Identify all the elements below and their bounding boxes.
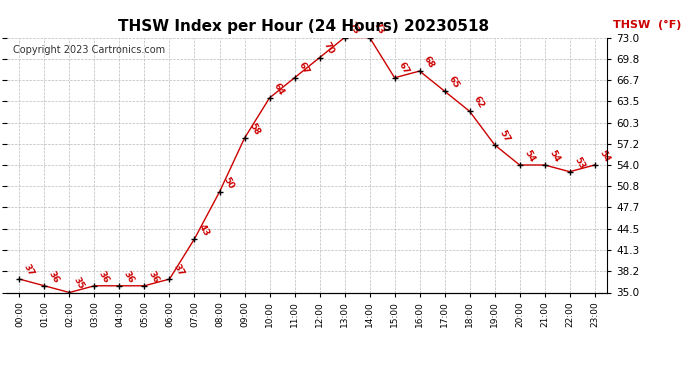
- Text: 67: 67: [397, 61, 411, 76]
- Text: 62: 62: [472, 94, 486, 110]
- Text: 64: 64: [272, 81, 286, 96]
- Text: THSW  (°F): THSW (°F): [613, 20, 682, 30]
- Text: 53: 53: [572, 155, 586, 170]
- Text: 36: 36: [47, 269, 61, 285]
- Text: 68: 68: [422, 54, 436, 70]
- Text: 73: 73: [372, 21, 386, 36]
- Text: 50: 50: [222, 175, 236, 190]
- Text: 35: 35: [72, 276, 86, 291]
- Text: 36: 36: [122, 269, 136, 285]
- Text: 54: 54: [522, 148, 536, 164]
- Text: 65: 65: [447, 75, 461, 90]
- Text: 36: 36: [97, 269, 111, 285]
- Text: 58: 58: [247, 122, 261, 137]
- Text: Copyright 2023 Cartronics.com: Copyright 2023 Cartronics.com: [13, 45, 165, 55]
- Text: THSW Index per Hour (24 Hours) 20230518: THSW Index per Hour (24 Hours) 20230518: [118, 19, 489, 34]
- Text: 70: 70: [322, 41, 336, 56]
- Text: 57: 57: [497, 128, 511, 144]
- Text: 43: 43: [197, 222, 211, 237]
- Text: 36: 36: [147, 269, 161, 285]
- Text: 37: 37: [22, 262, 36, 278]
- Text: 54: 54: [547, 148, 561, 164]
- Text: 73: 73: [347, 21, 361, 36]
- Text: 37: 37: [172, 262, 186, 278]
- Text: 67: 67: [297, 61, 311, 76]
- Text: 54: 54: [598, 148, 611, 164]
